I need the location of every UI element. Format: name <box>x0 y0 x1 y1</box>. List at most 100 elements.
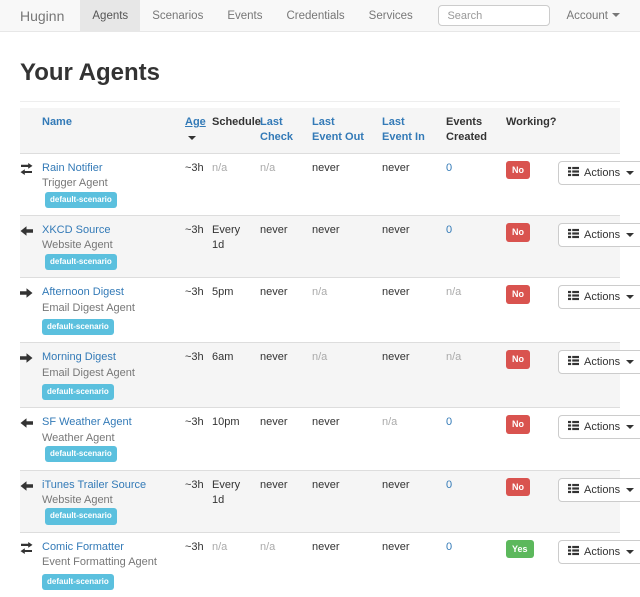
nav-item-agents[interactable]: Agents <box>80 0 141 31</box>
agent-name-link[interactable]: Morning Digest <box>42 351 116 364</box>
working-badge: No <box>506 415 530 435</box>
schedule-value: n/a <box>212 540 228 553</box>
column-header-last_event_out: Last Event Out <box>304 108 374 153</box>
events-created-link[interactable]: 0 <box>446 540 453 553</box>
actions-button-label: Actions <box>584 166 621 179</box>
th-list-icon <box>568 166 579 180</box>
agent-row: Afternoon Digest Email Digest Agent defaul… <box>20 277 640 343</box>
scenario-badge[interactable]: default-scenario <box>45 253 117 270</box>
actions-button[interactable]: Actions <box>558 539 640 564</box>
agent-type-label: Email Digest Agent <box>42 301 135 314</box>
agent-name-link[interactable]: Afternoon Digest <box>42 286 124 299</box>
scenario-badge[interactable]: default-scenario <box>45 446 117 463</box>
arrow-right-icon <box>20 350 33 369</box>
table-header-row: Name Age Schedule Last Check Last Event Out L… <box>20 108 620 154</box>
actions-button[interactable]: Actions <box>558 160 640 185</box>
events-created-link: n/a <box>446 351 462 364</box>
agent-name-link[interactable]: iTunes Trailer Source <box>42 478 147 491</box>
arrow-left-icon <box>20 415 33 434</box>
agent-name-link[interactable]: Rain Notifier <box>42 161 103 174</box>
actions-button-label: Actions <box>584 356 621 369</box>
agent-name-link[interactable]: Comic Formatter <box>42 540 124 553</box>
agent-type-label: Website Agent <box>42 239 113 252</box>
scenario-badge[interactable]: default-scenario <box>42 318 114 336</box>
column-header-last_check: Last Check <box>252 108 304 153</box>
actions-button[interactable]: Actions <box>558 285 640 310</box>
agent-row: XKCD Source Website Agentdefault-scenario… <box>20 215 640 278</box>
agent-row: SF Weather Agent Weather Agent default-sce… <box>20 407 640 470</box>
agent-row: Morning Digest Email Digest Agent default-… <box>20 342 640 408</box>
schedule-value: Every 1d <box>212 223 241 252</box>
last-event-out-value: n/a <box>312 286 328 299</box>
brand-link[interactable]: Huginn <box>20 8 65 24</box>
scenario-badge[interactable]: default-scenario <box>42 384 114 401</box>
th-list-icon <box>568 483 579 497</box>
events-created-link[interactable]: 0 <box>446 161 453 174</box>
arrow-right-icon <box>20 285 33 304</box>
working-badge: No <box>506 350 530 369</box>
last-check-value: never <box>260 416 288 429</box>
working-badge: No <box>506 160 530 180</box>
actions-button-label: Actions <box>584 421 621 434</box>
search-input[interactable] <box>438 5 551 26</box>
last-check-value: never <box>260 478 288 491</box>
agent-name-link[interactable]: XKCD Source <box>42 223 111 236</box>
chevron-down-icon <box>626 360 635 365</box>
scenario-badge[interactable]: default-scenario <box>45 191 117 208</box>
column-header-working: Working? <box>506 116 557 128</box>
top-navbar: Huginn Agents Scenarios Events Credentia… <box>0 0 640 32</box>
chevron-down-icon <box>626 549 635 554</box>
actions-button[interactable]: Actions <box>558 415 640 440</box>
actions-button[interactable]: Actions <box>558 222 640 247</box>
schedule-value: 5pm <box>212 286 234 299</box>
scenario-badge[interactable]: default-scenario <box>45 508 117 525</box>
nav-item-scenarios[interactable]: Scenarios <box>152 10 204 22</box>
actions-button[interactable]: Actions <box>558 350 640 375</box>
actions-button-label: Actions <box>584 228 621 241</box>
header-icon-column <box>20 108 34 153</box>
age-value: ~3h <box>185 478 204 491</box>
column-header-link-age[interactable]: Age <box>185 116 206 128</box>
last-check-value: n/a <box>260 161 276 174</box>
last-check-value: never <box>260 351 288 364</box>
transfer-icon <box>20 540 33 559</box>
th-list-icon <box>568 228 579 242</box>
working-badge: No <box>506 285 530 304</box>
age-value: ~3h <box>185 223 204 236</box>
column-header-link-last_check[interactable]: Last Check <box>260 116 294 144</box>
agent-type-label: Weather Agent <box>42 431 115 444</box>
last-event-out-value: n/a <box>312 351 328 364</box>
chevron-down-icon <box>626 425 635 430</box>
column-header-link-name[interactable]: Name <box>42 116 72 128</box>
nav-item-events[interactable]: Events <box>227 10 263 22</box>
events-created-link[interactable]: 0 <box>446 223 453 236</box>
last-event-out-value: never <box>312 540 340 553</box>
agent-type-label: Event Formatting Agent <box>42 556 157 569</box>
age-value: ~3h <box>185 161 204 174</box>
events-created-link[interactable]: 0 <box>446 416 453 429</box>
actions-button[interactable]: Actions <box>558 477 640 502</box>
agent-type-label: Email Digest Agent <box>42 366 135 379</box>
working-badge: Yes <box>506 539 534 559</box>
last-event-in-value: never <box>382 540 410 553</box>
scenario-badge[interactable]: default-scenario <box>42 573 114 590</box>
chevron-down-icon <box>626 232 635 237</box>
last-event-in-value: n/a <box>382 416 398 429</box>
column-header-link-last_event_in[interactable]: Last Event In <box>382 116 425 144</box>
column-header-schedule: Schedule <box>212 116 261 128</box>
column-header-last_event_in: Last Event In <box>374 108 438 153</box>
nav-item-services[interactable]: Services <box>368 10 413 22</box>
chevron-down-icon <box>626 487 635 492</box>
schedule-value: 6am <box>212 351 234 364</box>
chevron-down-icon <box>612 13 620 18</box>
main-content: Your Agents Name Age Schedule Last Check Las… <box>0 59 640 597</box>
account-dropdown[interactable]: Account <box>550 0 640 32</box>
column-header-link-last_event_out[interactable]: Last Event Out <box>312 116 364 144</box>
events-created-link[interactable]: 0 <box>446 478 453 491</box>
agent-name-link[interactable]: SF Weather Agent <box>42 416 132 429</box>
column-header-name: Name <box>34 108 177 153</box>
arrow-left-icon <box>20 478 33 497</box>
header-actions-column <box>550 108 620 153</box>
account-label: Account <box>566 9 608 22</box>
nav-item-credentials[interactable]: Credentials <box>286 10 345 22</box>
